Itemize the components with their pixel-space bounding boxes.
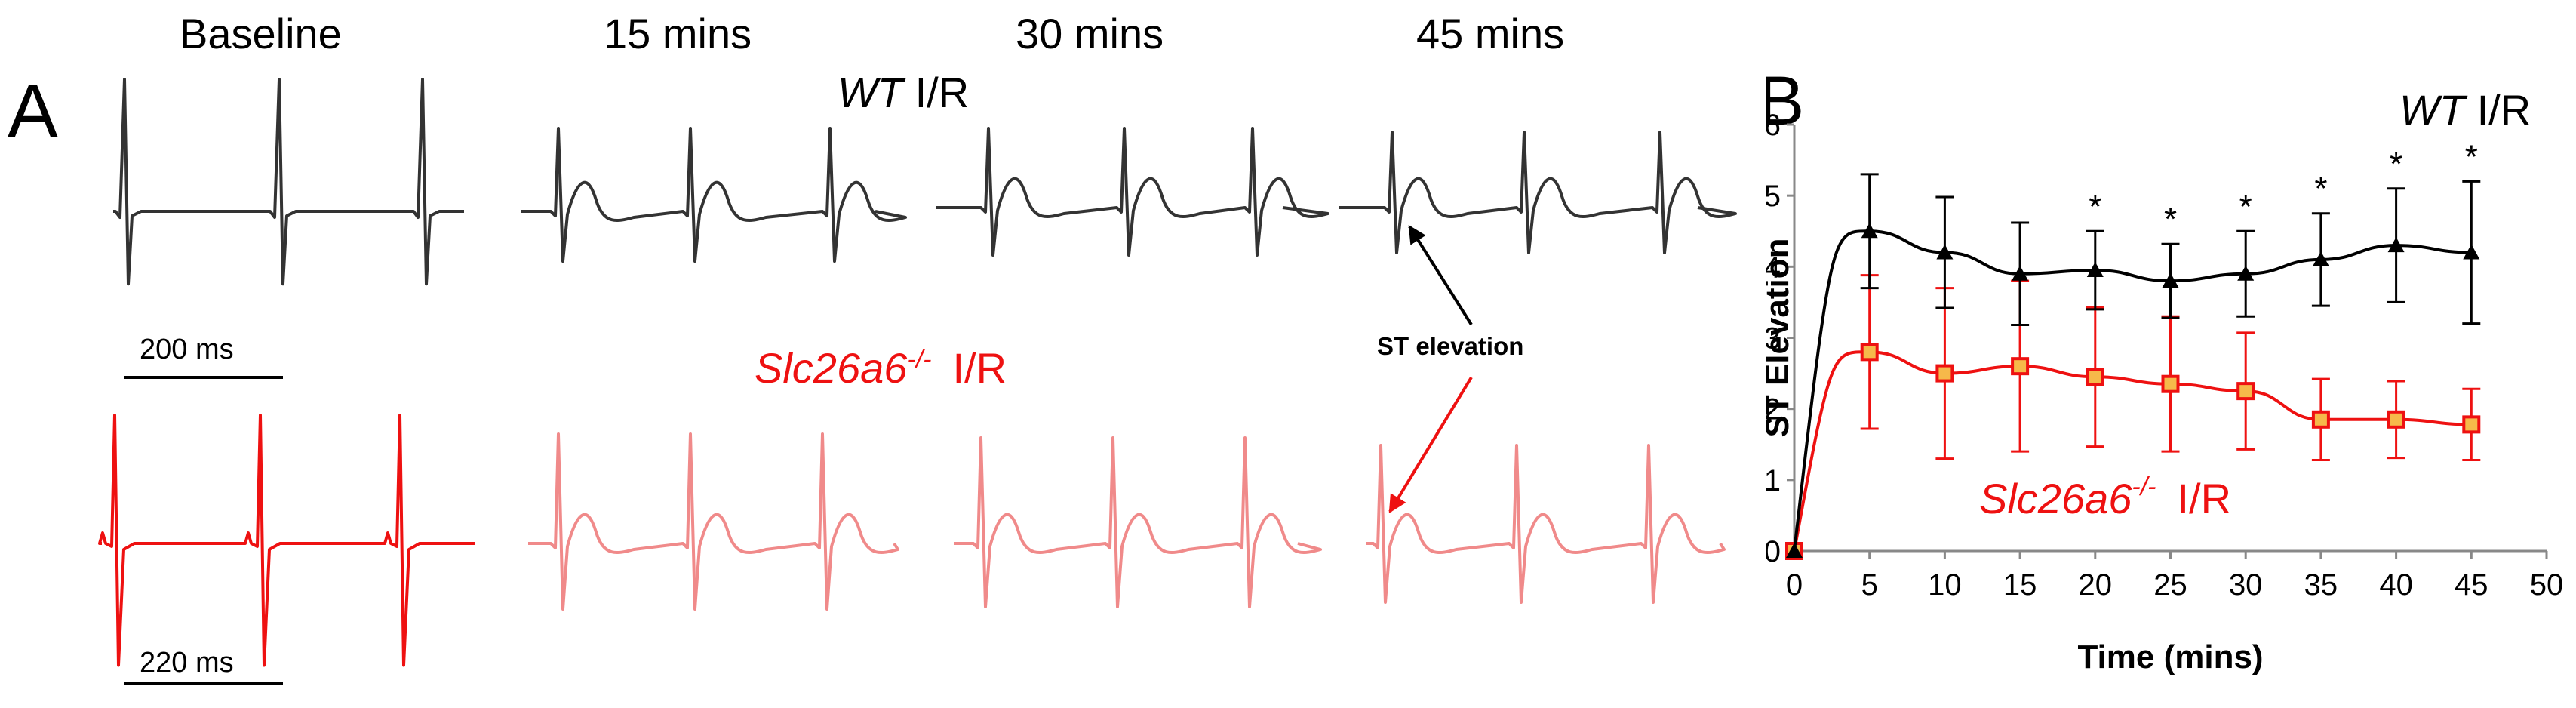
ecg-traces [98, 78, 1737, 685]
wt-label-italic: WT [838, 69, 904, 116]
x-tick-label: 35 [2304, 568, 2338, 602]
data-point-triangle [1936, 244, 1954, 260]
data-point-triangle [2463, 244, 2480, 260]
x-tick-label: 10 [1928, 568, 1962, 602]
x-axis-label: Time (mins) [2077, 639, 2263, 676]
series-line [1793, 350, 2472, 552]
wt-trace-baseline [113, 78, 464, 286]
wt-group-label: WT I/R [838, 68, 969, 117]
scale-bar-bottom-label: 220 ms [140, 647, 234, 679]
st-elevation-chart: B 0 0.1 0.2 0.3 0.4 0.5 0.6 0 5 10 15 20 25 30 35 40 45 50… [1766, 63, 2564, 676]
data-point-triangle [2086, 262, 2104, 278]
significance-star: * [2465, 138, 2478, 175]
ko-series-label: Slc26a6-/- I/R [1979, 473, 2231, 522]
ko-trace-baseline [98, 414, 475, 667]
ko-series-label-sup: -/- [2132, 473, 2156, 501]
ko-label-rest: I/R [952, 344, 1007, 392]
series-ko [1785, 274, 2481, 560]
x-tick-label: 0 [1786, 568, 1803, 602]
wt-label-rest: I/R [903, 69, 970, 116]
data-point-square [2011, 357, 2030, 376]
x-tick-label: 20 [2079, 568, 2113, 602]
significance-star: * [2314, 171, 2327, 208]
x-tick-label: 45 [2455, 568, 2488, 602]
data-point-triangle [2162, 272, 2179, 288]
panel-b-letter: B [1766, 63, 1804, 140]
ko-trace-15min [528, 432, 899, 611]
data-point-triangle [2237, 265, 2255, 281]
data-point-square [2161, 374, 2180, 393]
timepoint-label-30: 30 mins [1016, 10, 1164, 57]
x-tick-label: 40 [2379, 568, 2413, 602]
y-tick-label: 0.2 [1766, 393, 1781, 426]
st-arrow-wt [1408, 224, 1473, 326]
data-point-triangle [2387, 237, 2405, 253]
data-point-square [1860, 343, 1879, 362]
scale-bar-top-label: 200 ms [140, 334, 234, 365]
wt-trace-15min [521, 127, 907, 263]
wt-series-label-italic: WT [2399, 86, 2468, 134]
ko-label-sup: -/- [907, 345, 932, 374]
significance-star: * [2390, 146, 2402, 183]
series-wt [1786, 173, 2481, 558]
x-tick-label: 25 [2153, 568, 2187, 602]
data-point-triangle [2012, 265, 2029, 281]
data-point-triangle [1786, 543, 1803, 558]
series-line [1793, 229, 2472, 552]
data-point-triangle [2312, 251, 2329, 266]
significance-star: * [2239, 188, 2252, 225]
ko-trace-45min [1366, 444, 1726, 604]
significance-star: * [2164, 201, 2177, 238]
y-tick-label: 0.3 [1766, 322, 1781, 356]
wt-trace-45min [1339, 131, 1737, 254]
ko-series-label-rest: I/R [2177, 475, 2231, 522]
ko-label-gene: Slc26a6 [755, 344, 908, 392]
data-point-square [2236, 382, 2255, 401]
y-tick-label: 0.4 [1766, 251, 1781, 284]
st-arrow-ko [1388, 376, 1473, 514]
y-tick-label: 0.6 [1766, 109, 1781, 142]
data-point-square [2086, 368, 2104, 386]
y-axis-label: ST Elevation [1766, 238, 1796, 437]
wt-series-label-rest: I/R [2465, 86, 2531, 134]
data-point-square [2387, 410, 2405, 429]
timepoint-label-baseline: Baseline [180, 10, 342, 57]
wt-series-label: WT I/R [2399, 86, 2531, 134]
st-elevation-annotation: ST elevation [1377, 332, 1524, 360]
ko-group-label: Slc26a6-/- I/R [755, 343, 1007, 392]
data-point-triangle [1861, 223, 1878, 239]
panel-a-letter: A [8, 69, 58, 153]
data-point-square [2311, 410, 2330, 429]
y-tick-label: 0 [1766, 535, 1781, 568]
x-tick-label: 15 [2003, 568, 2037, 602]
timepoint-label-15: 15 mins [604, 10, 752, 57]
y-tick-label: 0.1 [1766, 464, 1781, 497]
significance-star: * [2089, 188, 2101, 225]
x-tick-label: 30 [2229, 568, 2263, 602]
x-tick-label: 50 [2530, 568, 2564, 602]
timepoint-label-45: 45 mins [1416, 10, 1565, 57]
data-point-square [2462, 415, 2481, 434]
data-point-square [1935, 364, 1954, 383]
wt-trace-30min [936, 127, 1329, 257]
ko-trace-30min [954, 436, 1322, 608]
x-tick-label: 5 [1861, 568, 1878, 602]
ko-series-label-gene: Slc26a6 [1979, 475, 2132, 522]
y-tick-label: 0.5 [1766, 180, 1781, 213]
